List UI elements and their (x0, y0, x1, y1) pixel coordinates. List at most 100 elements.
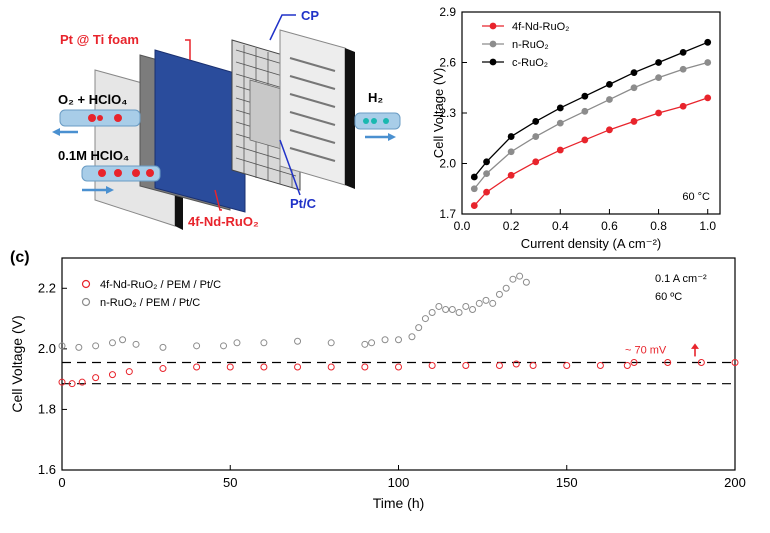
data-point (664, 358, 672, 366)
data-point (512, 360, 520, 368)
y-tick-label: 2.3 (439, 106, 456, 120)
outlet-tube-anode (52, 109, 141, 136)
legend-marker (81, 279, 91, 289)
data-point (483, 188, 490, 196)
legend-marker (81, 297, 91, 307)
y-tick-label: 2.0 (439, 157, 456, 171)
data-point (630, 118, 638, 125)
legend-marker (489, 58, 497, 66)
data-point (483, 170, 490, 178)
delta-annotation: ~ 70 mV (625, 344, 667, 356)
data-point (495, 362, 503, 370)
data-point (455, 309, 463, 317)
legend-label: n-RuO₂ (512, 39, 549, 51)
data-point (502, 284, 510, 292)
x-tick-label: 50 (223, 475, 237, 490)
label-h2: H₂ (368, 90, 383, 105)
data-point (260, 363, 268, 371)
data-point (630, 84, 638, 92)
legend-label: 4f-Nd-RuO₂ / PEM / Pt/C (100, 279, 221, 291)
data-point (395, 363, 402, 371)
data-point (442, 305, 450, 313)
data-point (470, 202, 478, 209)
data-point (448, 305, 456, 313)
data-point (532, 158, 540, 166)
plot-frame (461, 11, 721, 215)
data-point (507, 148, 515, 156)
data-point (623, 362, 631, 370)
data-point (470, 185, 478, 193)
data-point (428, 362, 436, 370)
data-point (108, 339, 116, 347)
data-point (556, 119, 564, 127)
data-point (630, 69, 638, 76)
data-point (462, 362, 470, 370)
data-point (516, 272, 524, 280)
electrolyzer-diagram: Pt @ Ti foam CP O₂ + HClO₄ 0.1M HClO₄ H₂… (52, 8, 401, 230)
data-point (132, 340, 140, 348)
data-point (697, 358, 705, 366)
data-point (58, 342, 66, 350)
data-point (108, 371, 116, 379)
polarization-chart: 0.0 0.2 0.4 0.6 0.8 1.0 1.7 2.0 2.3 2.6 2.9 Current… (431, 5, 721, 251)
cathode-plate-side (345, 48, 355, 189)
y-tick-label: 2.0 (38, 341, 56, 356)
x-tick-label: 0.6 (601, 219, 618, 233)
flow-channels (289, 57, 336, 162)
data-point (159, 365, 167, 373)
data-point (556, 146, 564, 154)
x-tick-label: 200 (724, 475, 746, 490)
data-point (327, 339, 335, 347)
data-point (119, 336, 127, 344)
series-line (473, 61, 708, 190)
stability-chart: (c) 0 50 100 150 200 1.6 1.8 2.0 2.2 Time (h) Cell … (9, 249, 746, 511)
data-point (226, 363, 234, 371)
data-point (731, 358, 739, 366)
data-point (361, 363, 369, 371)
legend-label: n-RuO₂ / PEM / Pt/C (100, 297, 200, 309)
panel-label: (c) (10, 249, 30, 266)
x-axis-label: Current density (A cm⁻²) (521, 236, 662, 251)
data-point (655, 59, 662, 66)
data-point (233, 339, 241, 347)
data-point (679, 65, 687, 73)
data-point (704, 59, 712, 66)
data-point (193, 363, 201, 371)
x-tick-label: 0.2 (503, 219, 520, 233)
label-anode-catalyst: 4f-Nd-RuO₂ (188, 214, 259, 229)
label-pt-ti-foam: Pt @ Ti foam (60, 32, 139, 47)
data-point (470, 173, 478, 181)
data-point (655, 74, 662, 82)
x-axis-label: Time (h) (373, 495, 425, 511)
data-point (489, 299, 497, 307)
data-point (596, 362, 604, 370)
data-point (92, 342, 100, 350)
y-tick-label: 2.2 (38, 280, 56, 295)
data-point (381, 336, 389, 344)
data-point (193, 342, 201, 350)
data-point (395, 336, 402, 344)
y-axis-label: Cell Voltage (V) (9, 315, 25, 412)
data-point (679, 49, 687, 56)
data-point (368, 339, 376, 347)
data-point (260, 339, 268, 347)
current-annotation: 0.1 A cm⁻² (655, 273, 707, 285)
data-point (522, 278, 530, 286)
data-point (495, 290, 503, 298)
data-point (655, 109, 662, 117)
label-cp: CP (301, 8, 319, 23)
data-point (68, 380, 76, 388)
y-tick-label: 1.8 (38, 401, 56, 416)
data-point (428, 309, 436, 317)
data-point (327, 363, 335, 371)
outlet-tube-cathode (354, 112, 401, 141)
data-point (507, 171, 515, 179)
delta-arrow-head-icon (691, 343, 699, 349)
data-point (606, 96, 613, 103)
y-tick-label: 1.6 (38, 462, 56, 477)
data-point (75, 343, 83, 351)
label-pt-c: Pt/C (290, 196, 317, 211)
inlet-tube-anode (81, 165, 161, 194)
x-tick-label: 0 (58, 475, 65, 490)
